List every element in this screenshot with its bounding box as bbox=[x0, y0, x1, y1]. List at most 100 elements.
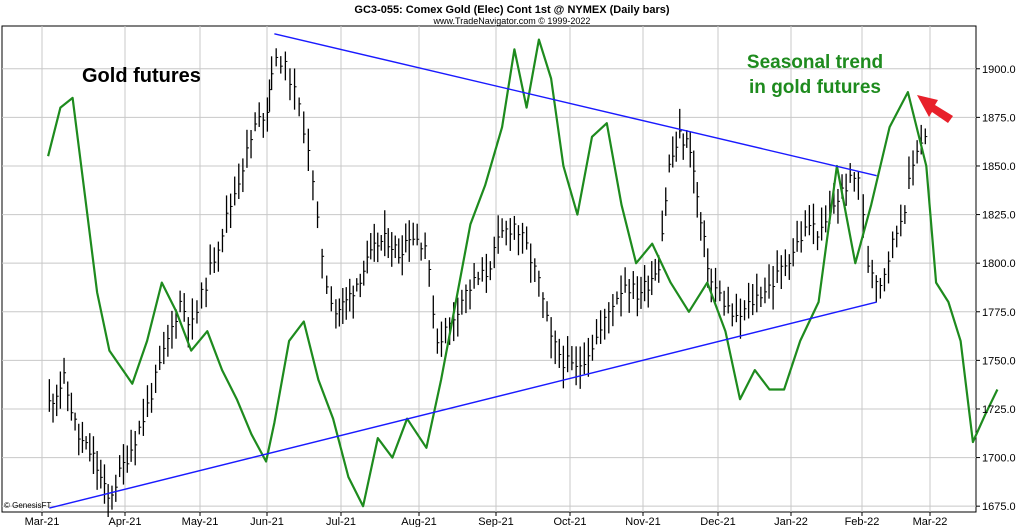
price-bar bbox=[566, 336, 570, 373]
price-bar bbox=[723, 290, 727, 316]
price-bar bbox=[756, 273, 759, 313]
price-bar bbox=[804, 210, 808, 237]
price-bar bbox=[772, 266, 776, 310]
price-bar bbox=[303, 111, 306, 144]
price-bar bbox=[595, 319, 599, 345]
price-bar bbox=[796, 220, 800, 252]
price-bar bbox=[163, 331, 166, 365]
price-bar bbox=[70, 392, 74, 421]
price-bar bbox=[150, 382, 154, 413]
x-tick-label: Sep-21 bbox=[478, 516, 513, 527]
price-bar bbox=[436, 328, 440, 354]
annotation-seasonal-trend: Seasonal trend bbox=[747, 52, 883, 73]
price-bar bbox=[696, 182, 700, 218]
price-bar bbox=[558, 338, 562, 368]
price-bar bbox=[550, 317, 554, 359]
price-bar bbox=[52, 393, 56, 423]
price-bar bbox=[780, 255, 784, 290]
price-bar bbox=[871, 259, 875, 289]
price-bar bbox=[493, 236, 497, 269]
price-bar bbox=[384, 210, 387, 257]
price-bar bbox=[469, 279, 473, 310]
price-bar bbox=[321, 248, 325, 279]
price-bar bbox=[900, 204, 903, 237]
price-bar bbox=[853, 172, 857, 192]
price-bar bbox=[643, 265, 647, 302]
price-bar bbox=[825, 205, 828, 233]
price-bar bbox=[788, 254, 792, 280]
price-bar bbox=[373, 223, 377, 262]
x-tick-label: Mar-21 bbox=[25, 516, 60, 527]
price-bar bbox=[571, 346, 574, 371]
price-bar bbox=[896, 225, 899, 248]
price-bar bbox=[213, 247, 217, 274]
price-bar bbox=[682, 133, 686, 160]
price-bar bbox=[284, 51, 288, 81]
red-arrow-icon bbox=[917, 95, 953, 123]
lower-trendline bbox=[49, 301, 877, 509]
price-bar bbox=[700, 212, 703, 241]
price-bar bbox=[636, 276, 640, 317]
price-bar bbox=[632, 271, 636, 300]
price-bar bbox=[727, 286, 731, 314]
price-bar bbox=[604, 308, 607, 340]
price-bar bbox=[457, 297, 460, 337]
price-bar bbox=[608, 302, 611, 334]
price-bar bbox=[200, 282, 204, 309]
price-bar bbox=[412, 222, 416, 246]
price-bar bbox=[501, 218, 505, 238]
price-bar bbox=[505, 220, 509, 246]
price-bar bbox=[142, 398, 146, 436]
price-bar bbox=[497, 215, 501, 254]
price-bar bbox=[485, 253, 489, 293]
price-bar bbox=[191, 298, 195, 340]
price-bar bbox=[689, 131, 693, 168]
price-bar bbox=[225, 195, 229, 233]
price-bar bbox=[394, 235, 398, 259]
price-bar bbox=[924, 128, 928, 145]
y-tick-label: 1800.0 bbox=[982, 258, 1016, 270]
price-bar bbox=[359, 273, 363, 298]
price-bar bbox=[679, 108, 682, 139]
price-bar bbox=[587, 337, 591, 377]
price-bar bbox=[647, 275, 651, 308]
price-bar bbox=[710, 268, 714, 303]
price-bar bbox=[107, 484, 111, 518]
y-tick-label: 1875.0 bbox=[982, 112, 1016, 124]
price-bar bbox=[521, 222, 525, 254]
price-bar bbox=[408, 220, 412, 262]
price-bar bbox=[209, 244, 213, 275]
price-bar bbox=[800, 221, 804, 253]
price-bar bbox=[875, 275, 879, 303]
price-bar bbox=[154, 364, 158, 393]
price-bar bbox=[326, 275, 329, 294]
price-bar bbox=[707, 248, 710, 288]
price-bar bbox=[111, 485, 114, 510]
price-bar bbox=[391, 232, 394, 267]
price-bar bbox=[714, 267, 718, 303]
price-bar bbox=[196, 300, 199, 324]
price-bar bbox=[92, 436, 96, 474]
price-bar bbox=[477, 271, 481, 286]
price-bar bbox=[812, 203, 816, 245]
price-bar bbox=[624, 267, 628, 293]
y-tick-label: 1900.0 bbox=[982, 64, 1016, 76]
price-bar bbox=[398, 238, 401, 264]
price-bar bbox=[883, 268, 887, 292]
price-bar bbox=[78, 423, 81, 456]
price-bar bbox=[579, 346, 583, 389]
price-bar bbox=[258, 102, 262, 127]
price-bar bbox=[229, 193, 233, 229]
price-bar bbox=[743, 300, 747, 321]
price-bar bbox=[908, 156, 911, 190]
price-bar bbox=[583, 342, 587, 375]
price-bar bbox=[416, 223, 420, 246]
price-bar bbox=[183, 293, 187, 322]
price-bar bbox=[298, 97, 302, 117]
price-bar bbox=[363, 260, 366, 286]
price-bar bbox=[599, 310, 603, 344]
price-bar bbox=[719, 280, 722, 302]
price-bar bbox=[342, 288, 345, 324]
